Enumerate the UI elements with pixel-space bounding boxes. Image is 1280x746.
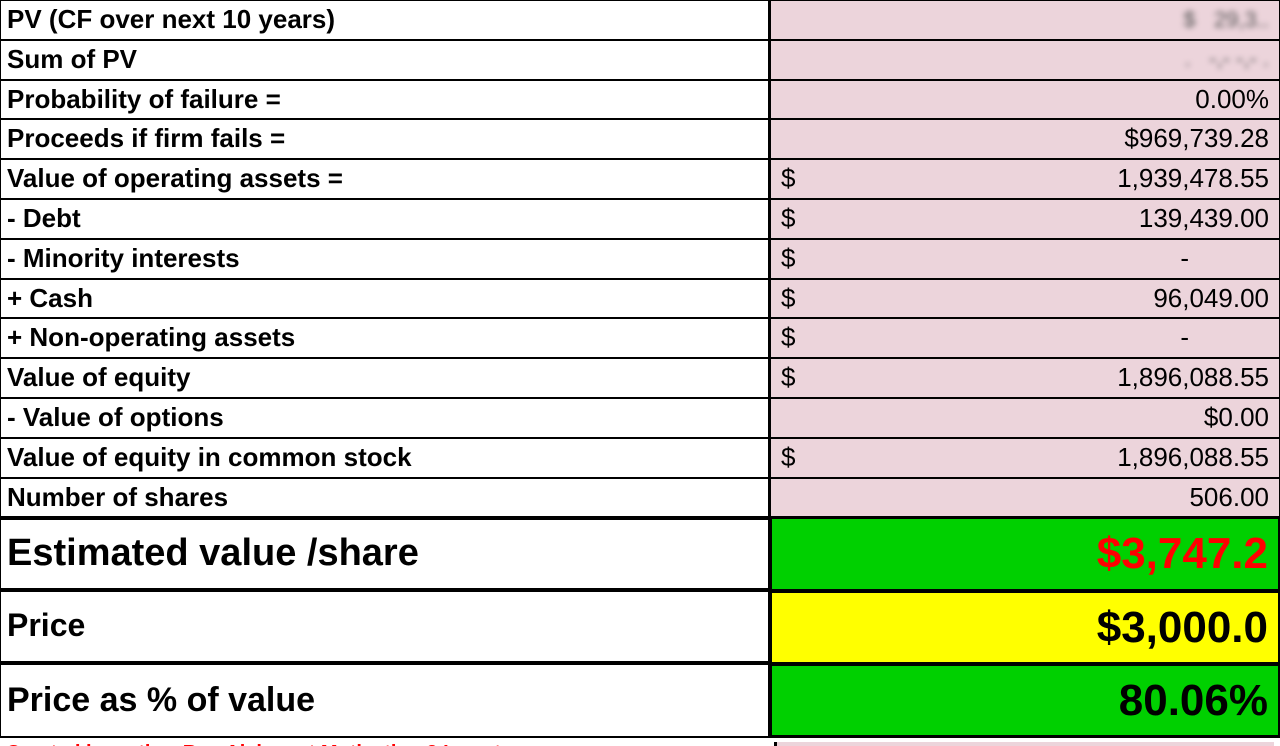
dollar-sign: $	[781, 202, 795, 236]
table-row: - Value of options $0.00	[0, 398, 1280, 438]
row-label: - Debt	[0, 199, 770, 239]
row-value: $ 29,3..	[770, 0, 1280, 40]
row-value: $0.00	[770, 398, 1280, 438]
table-row: Value of equity in common stock $1,896,0…	[0, 438, 1280, 478]
blurred-value: $ 29,3..	[1183, 6, 1269, 35]
table-row: Value of equity $1,896,088.55	[0, 358, 1280, 398]
row-label: Value of operating assets =	[0, 159, 770, 199]
row-value: 506.00	[770, 478, 1280, 518]
table-row: + Non-operating assets $-	[0, 318, 1280, 358]
row-label: Price as % of value	[0, 664, 770, 737]
value-text: -	[1180, 242, 1189, 276]
summary-row-price: Price $3,000.0	[0, 591, 1280, 664]
dollar-sign: $	[781, 321, 795, 355]
footer-credit: Created by author Ben Alaimo at Motivati…	[6, 742, 776, 746]
row-value: 80.06%	[770, 664, 1280, 737]
table-row: Proceeds if firm fails = $969,739.28	[0, 119, 1280, 159]
table-row: - Minority interests $-	[0, 239, 1280, 279]
row-label: Sum of PV	[0, 40, 770, 80]
row-value: $-	[770, 318, 1280, 358]
table-row: - Debt $139,439.00	[0, 199, 1280, 239]
value-text: -	[1180, 321, 1189, 355]
row-label: Probability of failure =	[0, 80, 770, 120]
blurred-value: . -,- -,- .	[1185, 45, 1269, 74]
value-text: 1,939,478.55	[1117, 162, 1269, 196]
row-label: - Value of options	[0, 398, 770, 438]
row-value: 0.00%	[770, 80, 1280, 120]
row-value: $139,439.00	[770, 199, 1280, 239]
table-row: Sum of PV . -,- -,- .	[0, 40, 1280, 80]
value-text: 1,896,088.55	[1117, 361, 1269, 395]
table-row: Probability of failure = 0.00%	[0, 80, 1280, 120]
dollar-sign: $	[781, 242, 795, 276]
table-row: Value of operating assets = $1,939,478.5…	[0, 159, 1280, 199]
value-text: 96,049.00	[1153, 282, 1269, 316]
summary-row-pct-of-value: Price as % of value 80.06%	[0, 664, 1280, 737]
row-label: Proceeds if firm fails =	[0, 119, 770, 159]
dollar-sign: $	[781, 162, 795, 196]
dollar-sign: $	[781, 441, 795, 475]
row-value: $96,049.00	[770, 279, 1280, 319]
row-label: Price	[0, 591, 770, 664]
value-text: 139,439.00	[1139, 202, 1269, 236]
table-row: Number of shares 506.00	[0, 478, 1280, 518]
dollar-sign: $	[781, 282, 795, 316]
footer-empty-cell	[776, 742, 1274, 746]
row-label: Estimated value /share	[0, 517, 770, 590]
dollar-sign: $	[781, 361, 795, 395]
row-value: $3,000.0	[770, 591, 1280, 664]
valuation-table: PV (CF over next 10 years) $ 29,3.. Sum …	[0, 0, 1280, 746]
row-value: $1,939,478.55	[770, 159, 1280, 199]
row-value: $969,739.28	[770, 119, 1280, 159]
row-label: Value of equity	[0, 358, 770, 398]
row-label: + Non-operating assets	[0, 318, 770, 358]
row-label: - Minority interests	[0, 239, 770, 279]
row-label: PV (CF over next 10 years)	[0, 0, 770, 40]
row-value: $3,747.2	[770, 517, 1280, 590]
row-label: Value of equity in common stock	[0, 438, 770, 478]
footer-credit-row: Created by author Ben Alaimo at Motivati…	[0, 737, 1280, 746]
value-text: 1,896,088.55	[1117, 441, 1269, 475]
table-row: PV (CF over next 10 years) $ 29,3..	[0, 0, 1280, 40]
row-value: $-	[770, 239, 1280, 279]
row-value: $1,896,088.55	[770, 358, 1280, 398]
row-label: + Cash	[0, 279, 770, 319]
summary-row-estimated-value: Estimated value /share $3,747.2	[0, 517, 1280, 590]
table-row: + Cash $96,049.00	[0, 279, 1280, 319]
row-value: $1,896,088.55	[770, 438, 1280, 478]
row-label: Number of shares	[0, 478, 770, 518]
row-value: . -,- -,- .	[770, 40, 1280, 80]
